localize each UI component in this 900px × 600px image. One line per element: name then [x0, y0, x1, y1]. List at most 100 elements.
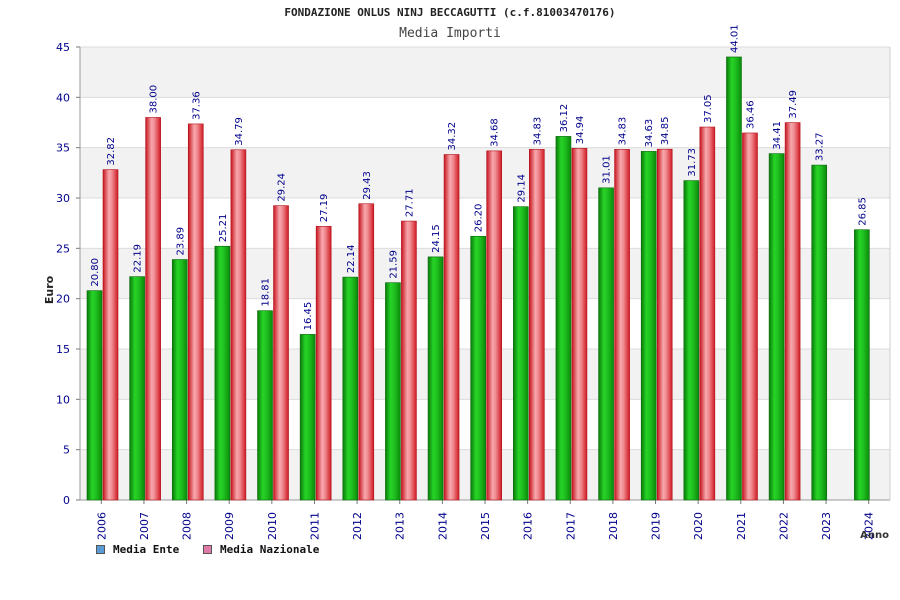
value-label-nazionale: 37.05: [703, 94, 714, 123]
value-label-nazionale: 37.36: [191, 91, 202, 120]
value-label-ente: 36.12: [559, 104, 570, 133]
y-tick-label: 10: [56, 393, 70, 406]
bar-media-ente: [598, 187, 614, 501]
bar-media-nazionale: [230, 149, 247, 501]
bar-media-nazionale: [699, 126, 716, 501]
bar-media-ente: [470, 235, 486, 501]
bar-media-ente: [214, 245, 231, 501]
value-label-ente: 16.45: [303, 302, 314, 331]
x-tick-label: 2019: [650, 512, 663, 540]
grid-band: [80, 47, 890, 98]
bar-media-ente: [299, 334, 316, 501]
x-tick-label: 2017: [564, 512, 577, 540]
bar-media-ente: [555, 136, 572, 501]
value-label-ente: 33.27: [815, 132, 826, 161]
legend-swatch-nazionale: [203, 545, 212, 554]
bar-media-nazionale: [443, 154, 460, 501]
x-tick-label: 2012: [351, 512, 364, 540]
x-axis-label: Anno: [860, 530, 889, 541]
bar-media-nazionale: [486, 150, 502, 501]
y-tick-label: 0: [63, 494, 70, 507]
x-tick-label: 2011: [308, 512, 321, 540]
bar-media-nazionale: [571, 147, 588, 501]
tick-labels: 0 5 10 15 20 25 30 35 40 45 2006 2007 2008 2009 2010 20…: [56, 41, 876, 540]
value-label-ente: 25.21: [218, 214, 229, 243]
value-label-nazionale: 29.43: [362, 171, 373, 200]
value-labels: 20.80 32.82 22.19 38.00 23.89 37.36 25.21 34.79…: [90, 24, 868, 330]
x-tick-label: 2009: [223, 512, 236, 540]
value-label-ente: 26.85: [857, 197, 868, 226]
value-label-ente: 34.41: [772, 121, 783, 150]
y-tick-label: 45: [56, 41, 70, 54]
bar-media-ente: [726, 56, 742, 501]
x-tick-label: 2015: [479, 512, 492, 540]
bar-media-nazionale: [145, 117, 161, 501]
value-label-ente: 31.73: [687, 148, 698, 177]
bar-media-ente: [768, 153, 785, 501]
value-label-nazionale: 36.46: [745, 100, 756, 129]
bar-media-ente: [342, 276, 359, 501]
bar-media-ente: [811, 164, 828, 501]
bar-media-nazionale: [273, 205, 289, 501]
value-label-nazionale: 34.68: [490, 118, 501, 147]
bar-media-ente: [86, 290, 103, 501]
value-label-nazionale: 34.85: [660, 117, 671, 146]
value-label-nazionale: 34.32: [447, 122, 458, 151]
value-label-nazionale: 34.83: [618, 117, 629, 146]
x-tick-label: 2014: [436, 512, 449, 540]
value-label-nazionale: 34.94: [575, 116, 586, 145]
bar-media-ente: [640, 151, 657, 501]
x-tick-label: 2024: [863, 512, 876, 540]
bar-media-ente: [385, 282, 401, 501]
value-label-ente: 23.89: [175, 227, 186, 256]
y-tick-label: 25: [56, 242, 70, 255]
y-tick-label: 30: [56, 192, 70, 205]
y-axis-label: Euro: [43, 275, 56, 304]
value-label-ente: 22.14: [346, 244, 357, 273]
legend-label-ente: Media Ente: [113, 543, 180, 556]
value-label-ente: 34.63: [644, 119, 655, 148]
bars: [86, 56, 870, 501]
value-label-ente: 44.01: [729, 24, 740, 53]
x-tick-label: 2007: [138, 512, 151, 540]
value-label-nazionale: 34.83: [532, 117, 543, 146]
bar-media-nazionale: [187, 123, 204, 501]
bar-media-nazionale: [784, 122, 801, 501]
value-label-ente: 20.80: [90, 258, 101, 287]
bar-media-nazionale: [742, 132, 758, 501]
value-label-ente: 31.01: [602, 155, 613, 184]
y-tick-label: 5: [63, 444, 70, 457]
bar-media-ente: [171, 259, 188, 501]
bar-media-nazionale: [614, 149, 630, 501]
bar-media-nazionale: [529, 149, 545, 501]
bar-media-nazionale: [358, 203, 375, 501]
bar-media-ente: [427, 256, 444, 501]
value-label-nazionale: 34.79: [234, 117, 245, 146]
legend-label-nazionale: Media Nazionale: [220, 543, 320, 556]
value-label-ente: 24.15: [431, 224, 442, 253]
x-tick-label: 2021: [735, 512, 748, 540]
value-label-ente: 29.14: [516, 174, 527, 203]
chart-subtitle: Media Importi: [399, 26, 501, 41]
value-label-ente: 26.20: [474, 204, 485, 233]
x-tick-label: 2022: [777, 512, 790, 540]
value-label-nazionale: 38.00: [149, 85, 160, 114]
x-tick-label: 2016: [522, 512, 535, 540]
x-tick-label: 2018: [607, 512, 620, 540]
bar-media-ente: [683, 180, 700, 501]
legend-item-media-nazionale: Media Nazionale: [203, 543, 319, 556]
x-tick-label: 2010: [266, 512, 279, 540]
y-tick-label: 20: [56, 293, 70, 306]
bar-media-ente: [513, 206, 529, 501]
y-tick-label: 15: [56, 343, 70, 356]
bar-media-ente: [129, 276, 145, 501]
value-label-nazionale: 32.82: [106, 137, 117, 166]
bar-media-nazionale: [102, 169, 119, 501]
value-label-ente: 21.59: [388, 250, 399, 279]
value-label-ente: 18.81: [261, 278, 272, 307]
x-tick-label: 2013: [394, 512, 407, 540]
value-label-nazionale: 29.24: [277, 173, 288, 202]
value-label-nazionale: 37.49: [788, 90, 799, 119]
y-tick-label: 40: [56, 91, 70, 104]
